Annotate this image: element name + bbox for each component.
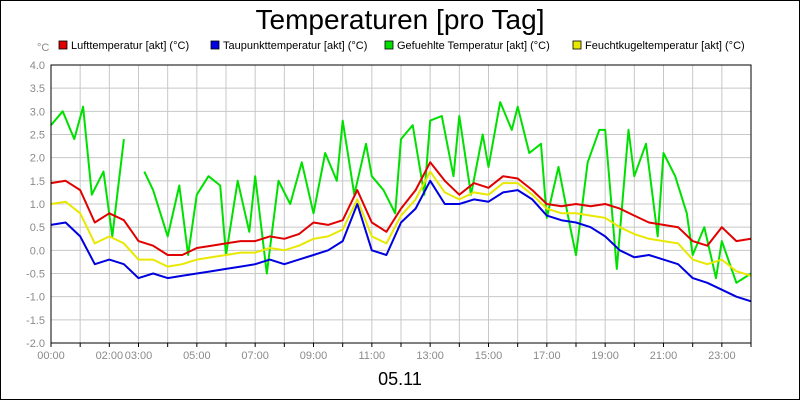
- y-tick-label: 2.0: [30, 153, 45, 165]
- x-axis-ticks: 00:00 02:00 03:00 05:00 07:00 09:00 11:00 13:00…: [37, 343, 752, 362]
- chart-title: Temperaturen [pro Tag]: [256, 4, 545, 35]
- x-tick-label: 00:00: [37, 350, 65, 362]
- legend-label-3: Feuchtkugeltemperatur [akt] (°C): [585, 40, 745, 52]
- y-tick-label: 1.5: [30, 176, 45, 188]
- y-tick-label: 1.0: [30, 199, 45, 211]
- y-tick-label: 0.5: [30, 222, 45, 234]
- x-tick-label: 03:00: [125, 350, 153, 362]
- series-line-1: [50, 179, 752, 303]
- y-tick-label: -2.0: [26, 338, 45, 350]
- legend-swatch-3: [572, 40, 582, 50]
- x-tick-label: 11:00: [358, 350, 385, 362]
- x-tick-label: 17:00: [533, 350, 561, 362]
- series-line-0: [50, 161, 752, 256]
- x-tick-label: 15:00: [475, 350, 503, 362]
- plot-border: [50, 64, 752, 344]
- x-tick-label: 19:00: [591, 350, 619, 362]
- legend-label-2: Gefuehlte Temperatur [akt] (°C): [397, 40, 550, 52]
- y-tick-label: 4.0: [30, 60, 45, 72]
- date-label: 05.11: [378, 369, 422, 389]
- y-tick-label: 3.5: [30, 83, 45, 95]
- series-line-2: [50, 101, 752, 284]
- legend-swatch-0: [58, 40, 68, 50]
- legend-swatch-2: [384, 40, 394, 50]
- x-tick-label: 05:00: [183, 350, 211, 362]
- grid: [50, 64, 752, 344]
- x-tick-label: 09:00: [300, 350, 328, 362]
- series-line-3: [50, 170, 752, 277]
- y-tick-label: 3.0: [30, 106, 45, 118]
- y-tick-label: -1.0: [26, 292, 45, 304]
- x-tick-label: 21:00: [650, 350, 678, 362]
- legend-swatch-1: [210, 40, 220, 50]
- legend-label-0: Lufttemperatur [akt] (°C): [71, 40, 189, 52]
- legend: Lufttemperatur [akt] (°C) Taupunkttempera…: [58, 40, 745, 52]
- y-tick-label: 0.0: [30, 245, 45, 257]
- y-tick-label: -0.5: [26, 269, 45, 281]
- series-lines: [50, 101, 752, 303]
- legend-label-1: Taupunkttemperatur [akt] (°C): [223, 40, 367, 52]
- y-axis-unit: °C: [37, 42, 49, 54]
- x-tick-label: 02:00: [96, 350, 124, 362]
- x-tick-label: 23:00: [708, 350, 736, 362]
- y-tick-label: -1.5: [26, 315, 45, 327]
- x-tick-label: 07:00: [241, 350, 269, 362]
- y-tick-label: 2.5: [30, 130, 45, 142]
- x-tick-label: 13:00: [416, 350, 444, 362]
- y-axis-ticks: 4.0 3.5 3.0 2.5 2.0 1.5 1.0 0.5 0.0 -0.5 -1.0 -1.5 -…: [26, 60, 45, 350]
